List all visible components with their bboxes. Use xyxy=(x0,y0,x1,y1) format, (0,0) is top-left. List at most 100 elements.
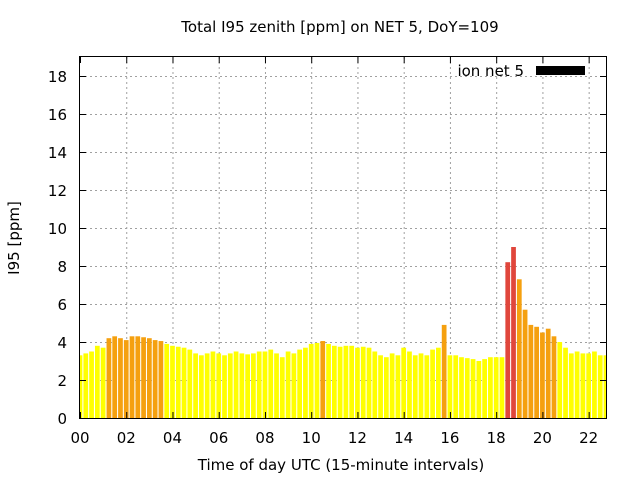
bar xyxy=(574,351,580,418)
y-axis-label: I95 [ppm] xyxy=(5,201,23,275)
bar xyxy=(459,357,464,418)
bar xyxy=(545,328,551,418)
legend: ion net 5 xyxy=(457,62,585,80)
y-tick-label: 8 xyxy=(57,258,67,276)
bar xyxy=(268,349,274,418)
bar xyxy=(308,343,314,418)
bar xyxy=(453,355,459,418)
bar xyxy=(279,357,285,418)
bar xyxy=(441,324,447,418)
y-tick-labels: 0 2 4 6 8 10 12 14 16 18 xyxy=(48,68,67,428)
bar xyxy=(164,343,170,418)
bar xyxy=(233,351,239,418)
bar xyxy=(256,351,262,418)
bar xyxy=(551,336,557,418)
bar xyxy=(170,345,175,418)
y-tick-label: 2 xyxy=(57,372,67,390)
bar xyxy=(540,332,545,418)
bar xyxy=(331,345,337,418)
bar xyxy=(557,342,563,418)
bar xyxy=(505,262,511,418)
bar xyxy=(123,340,129,418)
bar xyxy=(94,345,100,418)
bar xyxy=(187,349,193,418)
bar xyxy=(528,324,534,418)
bar xyxy=(597,355,603,418)
bar xyxy=(112,336,118,418)
bar xyxy=(216,353,222,418)
bar xyxy=(464,358,470,418)
bar xyxy=(337,346,343,418)
bar xyxy=(80,355,83,418)
bar xyxy=(603,355,606,418)
bar xyxy=(320,341,326,418)
bar xyxy=(389,353,395,418)
bar xyxy=(482,359,487,418)
y-tick-label: 6 xyxy=(57,296,67,314)
bar xyxy=(210,351,216,418)
bar xyxy=(227,353,233,418)
bar xyxy=(488,357,493,418)
bar xyxy=(285,351,291,418)
bar xyxy=(89,351,94,418)
bar xyxy=(146,338,152,418)
bar xyxy=(314,342,320,418)
bar xyxy=(522,309,528,418)
x-tick-labels: 00 02 04 06 08 10 12 14 16 18 20 22 xyxy=(70,429,598,447)
bar xyxy=(395,355,401,418)
bar xyxy=(222,355,227,418)
bar xyxy=(129,336,135,418)
bar xyxy=(274,353,279,418)
y-tick-label: 0 xyxy=(57,410,67,428)
bar xyxy=(251,353,256,418)
bar xyxy=(326,343,331,418)
bar xyxy=(343,345,349,418)
chart-title: Total I95 zenith [ppm] on NET 5, DoY=109 xyxy=(180,18,498,36)
bar xyxy=(592,351,597,418)
x-tick-label: 00 xyxy=(70,429,89,447)
bar xyxy=(580,353,586,418)
bar xyxy=(291,353,297,418)
bar xyxy=(349,345,355,418)
bar-series xyxy=(80,247,606,418)
bar xyxy=(303,347,308,418)
x-tick-label: 18 xyxy=(487,429,506,447)
bar xyxy=(100,347,106,418)
bar xyxy=(516,279,522,418)
bar xyxy=(418,353,424,418)
x-tick-label: 12 xyxy=(348,429,367,447)
bar xyxy=(424,355,430,418)
bar xyxy=(204,353,210,418)
bar xyxy=(83,353,89,418)
legend-label: ion net 5 xyxy=(457,62,524,80)
bar xyxy=(511,247,516,418)
y-tick-label: 16 xyxy=(48,106,67,124)
bar xyxy=(568,353,574,418)
bar xyxy=(493,357,499,418)
x-tick-label: 08 xyxy=(255,429,274,447)
bar xyxy=(152,340,158,418)
bar xyxy=(158,341,164,418)
bar xyxy=(470,359,476,418)
bar xyxy=(181,347,187,418)
bar xyxy=(239,353,245,418)
bar xyxy=(355,347,360,418)
legend-swatch xyxy=(536,66,585,75)
axis-ticks xyxy=(80,57,606,419)
bar xyxy=(360,346,366,418)
x-axis-label: Time of day UTC (15-minute intervals) xyxy=(197,456,484,474)
bar xyxy=(534,326,540,418)
x-tick-label: 14 xyxy=(394,429,413,447)
plot-frame xyxy=(79,56,607,419)
bar xyxy=(563,347,568,418)
bar xyxy=(245,354,250,418)
bar xyxy=(175,346,181,418)
bar xyxy=(436,347,441,418)
bar xyxy=(586,353,592,418)
bar xyxy=(401,347,407,418)
bar xyxy=(193,353,198,418)
bar xyxy=(297,349,303,418)
y-tick-label: 18 xyxy=(48,68,67,86)
y-tick-label: 10 xyxy=(48,220,67,238)
bar xyxy=(199,355,204,418)
